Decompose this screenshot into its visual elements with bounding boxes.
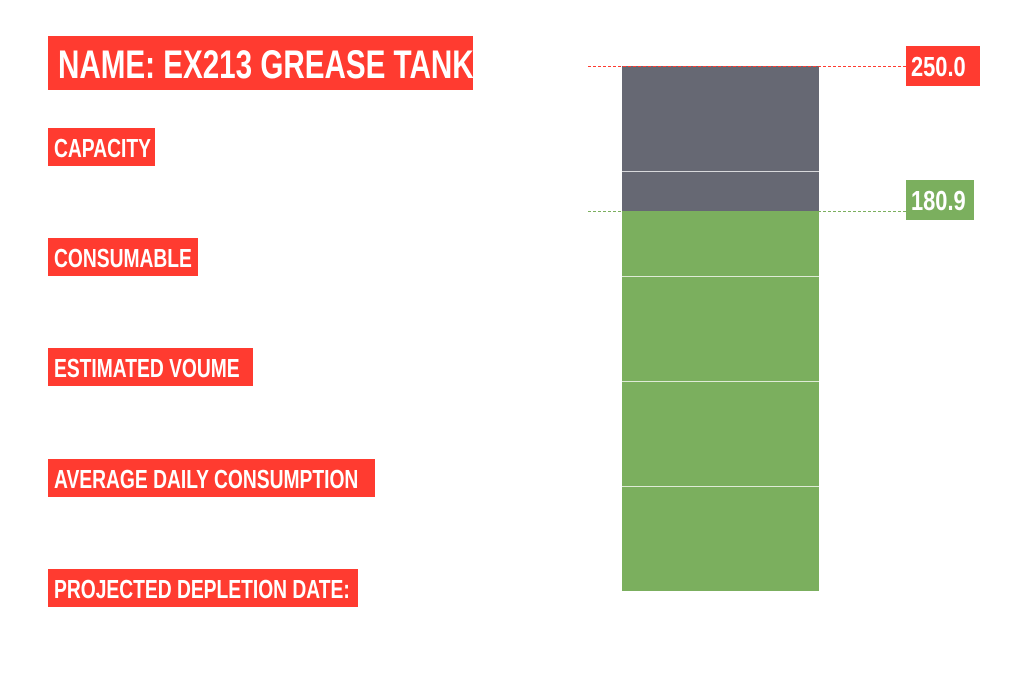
consumable-label-text: CONSUMABLE [54,243,192,273]
gauge-empty-portion [622,66,819,212]
tank-name-label: NAME: EX213 GREASE TANK 2 [48,36,498,90]
estimated-volume-label-text: ESTIMATED VOUME [54,353,240,383]
current-volume-value-tag: 180.9 [906,180,974,220]
capacity-label: CAPACITY [48,128,155,166]
capacity-value-tag: 250.0 [906,46,980,86]
projected-depletion-label-text: PROJECTED DEPLETION DATE: [54,574,350,604]
consumable-label: CONSUMABLE [48,238,198,276]
gauge-gridline-50 [622,486,819,487]
tank-level-gauge [622,66,819,591]
current-volume-value-text: 180.9 [911,185,966,216]
tank-name-text: NAME: EX213 GREASE TANK 2 [58,43,499,87]
estimated-volume-label: ESTIMATED VOUME [48,348,253,386]
gauge-gridline-100 [622,381,819,382]
projected-depletion-label: PROJECTED DEPLETION DATE: [48,569,358,607]
capacity-marker-line [588,66,906,67]
capacity-label-text: CAPACITY [54,133,151,163]
current-volume-marker-line [588,211,906,213]
average-daily-consumption-label-text: AVERAGE DAILY CONSUMPTION [54,464,359,494]
gauge-gridline-200 [622,171,819,172]
capacity-value-text: 250.0 [911,51,966,82]
gauge-gridline-150 [622,276,819,277]
average-daily-consumption-label: AVERAGE DAILY CONSUMPTION [48,459,375,497]
